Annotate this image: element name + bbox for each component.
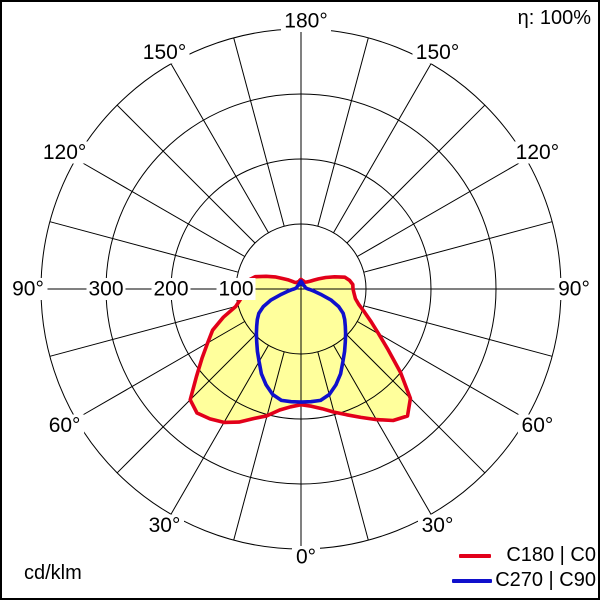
grid-spoke-30 (333, 345, 432, 515)
angle-label-90-left: 90° (12, 278, 44, 301)
angle-label-60-left-bg (45, 414, 85, 437)
angle-label-60-right-bg (517, 414, 557, 437)
grid-spoke-45 (346, 334, 486, 474)
angle-label-60-left: 60° (49, 414, 81, 437)
efficiency-label: η: 100% (517, 7, 591, 29)
angle-label-30-left: 30° (149, 514, 181, 537)
grid-spoke-300 (75, 321, 245, 420)
angle-label-60-right: 60° (522, 414, 554, 437)
grid-spoke-15 (317, 351, 369, 541)
radial-label-300: 300 (88, 278, 123, 301)
radial-label-200: 200 (153, 278, 188, 301)
angle-label-150-left: 150° (143, 41, 186, 64)
unit-label: cd/klm (24, 562, 82, 584)
angle-label-180-bg (281, 10, 331, 32)
angle-label-120-right: 120° (516, 141, 559, 164)
legend-line-red (459, 553, 492, 558)
angle-label-180: 180° (284, 10, 327, 33)
grid-spoke-195 (233, 37, 285, 227)
grid-spoke-330 (170, 345, 269, 515)
angle-label-120-left: 120° (43, 141, 86, 164)
angle-label-0: 0° (296, 546, 316, 569)
legend-item-c180-c0: C180 | C0 (459, 543, 596, 568)
angle-label-30-right-bg (418, 514, 457, 537)
grid-spoke-225 (116, 104, 256, 244)
angle-label-90-left-bg (8, 278, 48, 300)
angle-label-150-right: 150° (416, 41, 459, 64)
grid-spoke-240 (75, 158, 245, 257)
angle-label-30-right: 30° (422, 514, 454, 537)
angle-label-150-right-bg (412, 41, 463, 64)
legend-item-c270-c90: C270 | C90 (452, 568, 596, 593)
angle-label-90-right-bg (554, 278, 594, 300)
angle-label-120-right-bg (512, 141, 563, 164)
grid-spoke-315 (116, 334, 256, 474)
radial-label-200-bg (151, 278, 191, 300)
radial-label-100-bg (216, 278, 256, 300)
grid-spoke-150 (333, 63, 432, 233)
grid-spoke-285 (49, 305, 239, 357)
grid-spoke-75 (363, 305, 553, 357)
angle-label-90-right: 90° (558, 278, 590, 301)
curve-c270-c90 (254, 279, 348, 404)
radial-label-300-bg (86, 278, 126, 300)
grid-spoke-345 (233, 351, 285, 541)
polar-grid (40, 28, 562, 550)
legend-label-c270-c90: C270 | C90 (495, 569, 596, 591)
grid-spoke-60 (357, 321, 527, 420)
grid-spoke-210 (170, 63, 269, 233)
grid-spoke-105 (363, 221, 553, 273)
angle-label-150-left-bg (139, 41, 190, 64)
legend-label-c180-c0: C180 | C0 (506, 544, 596, 566)
angle-label-0-bg (292, 546, 320, 568)
legend-line-blue (452, 578, 493, 583)
angle-label-120-left-bg (39, 141, 90, 164)
curve-c180-c0 (188, 274, 413, 425)
legend: C180 | C0 C270 | C90 (452, 543, 596, 593)
grid-spoke-120 (357, 158, 527, 257)
grid-spoke-255 (49, 221, 239, 273)
grid-spoke-165 (317, 37, 369, 227)
radial-label-100: 100 (218, 278, 253, 301)
grid-spoke-135 (346, 104, 486, 244)
angle-label-30-left-bg (145, 514, 184, 537)
